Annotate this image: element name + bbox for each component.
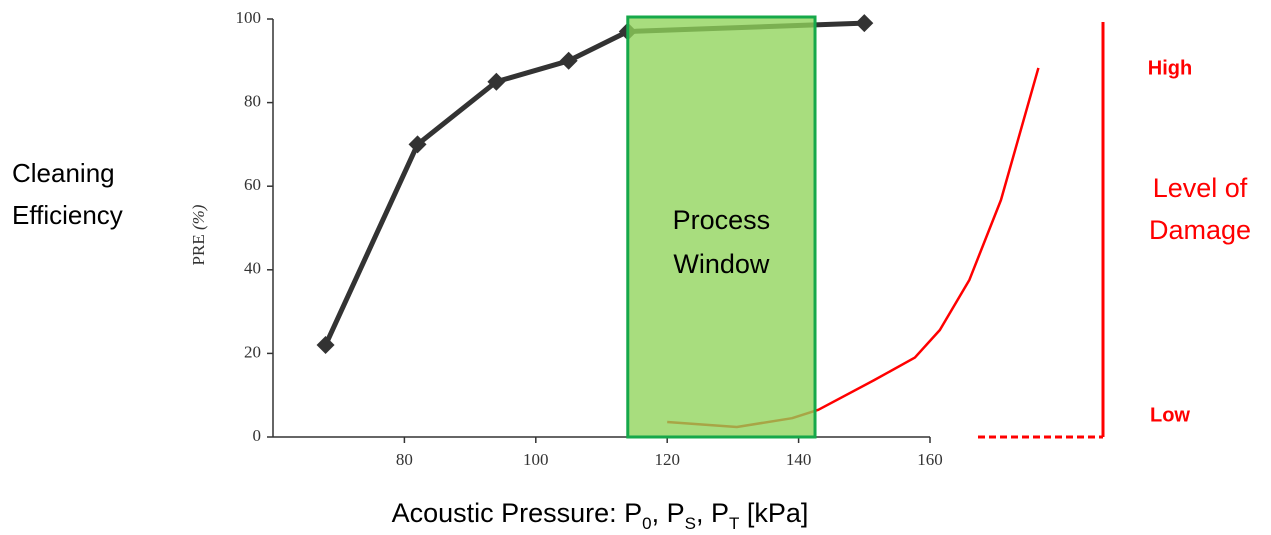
y2-label: Level of [1153, 173, 1248, 203]
x-axis-label-subscript: T [729, 514, 739, 533]
x-tick-label: 80 [396, 450, 413, 469]
x-axis-label-subscript: 0 [642, 514, 651, 533]
y2-label: Damage [1149, 215, 1251, 245]
x-axis-label-part: , P [696, 498, 729, 528]
y-tick-label: 60 [244, 175, 261, 194]
y-tick-label: 100 [236, 8, 262, 27]
y-axis-label: PRE (%) [189, 204, 208, 265]
y-axis-label-part: (%) [189, 204, 208, 230]
y-tick-label: 80 [244, 92, 261, 111]
data-point [408, 135, 427, 154]
left-label: Cleaning [12, 158, 115, 188]
y2-tick-label: High [1148, 57, 1192, 79]
x-tick-label: 140 [786, 450, 812, 469]
y-axis-label-part: PRE [189, 230, 208, 265]
y-tick-label: 40 [244, 259, 261, 278]
x-tick-label: 120 [654, 450, 680, 469]
data-point [855, 14, 874, 33]
y-tick-label: 0 [253, 426, 262, 445]
data-point [487, 72, 506, 91]
x-tick-label: 100 [523, 450, 549, 469]
data-point [316, 336, 335, 355]
process-window [626, 15, 817, 439]
x-axis-label: Acoustic Pressure: P0, PS, PT [kPa] [392, 498, 809, 533]
data-point [559, 51, 578, 70]
left-label: Efficiency [12, 200, 123, 230]
y2-tick-label: Low [1150, 404, 1190, 426]
x-axis-label-part: [kPa] [739, 498, 808, 528]
process-window-label: Process [673, 205, 771, 235]
x-tick-label: 160 [917, 450, 943, 469]
x-axis-label-part: Acoustic Pressure: P [392, 498, 643, 528]
x-axis-label-part: , P [652, 498, 685, 528]
x-axis-label-subscript: S [685, 514, 696, 533]
y-tick-label: 20 [244, 342, 261, 361]
process-window-label: Window [673, 249, 770, 279]
